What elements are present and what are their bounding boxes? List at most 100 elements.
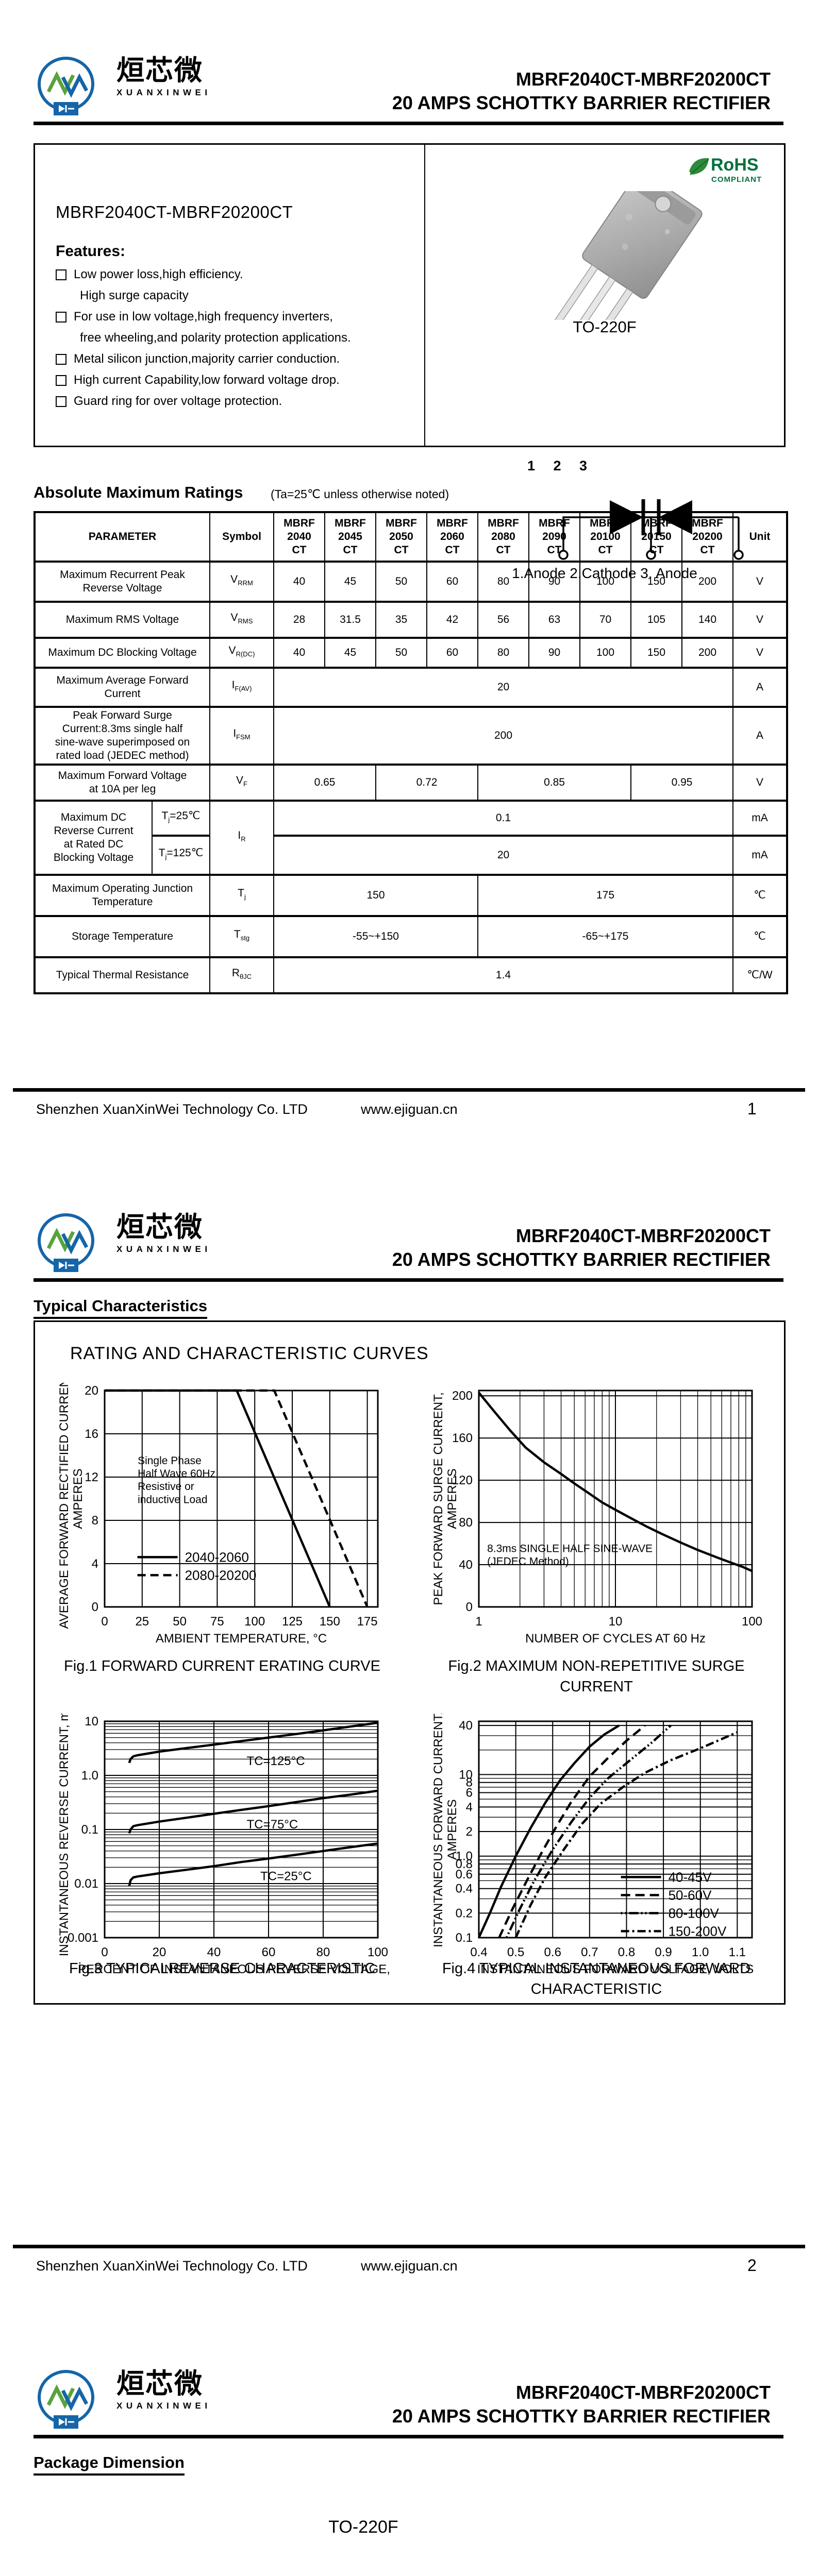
- checkbox-icon: [56, 396, 66, 407]
- feature-item: Guard ring for over voltage protection.: [56, 394, 406, 415]
- svg-text:100: 100: [742, 1615, 762, 1629]
- checkbox-icon: [56, 269, 66, 280]
- svg-text:8: 8: [466, 1776, 473, 1790]
- svg-text:40: 40: [459, 1558, 473, 1572]
- table-cell: MBRF 2090 CT: [528, 511, 580, 563]
- table-cell: Maximum Recurrent Peak Reverse Voltage: [34, 561, 210, 603]
- rohs-compliant-text: COMPLIANT: [711, 175, 762, 184]
- rohs-text: RoHS: [711, 155, 759, 175]
- brand-logo: 烜芯微 XUANXINWEI: [34, 2368, 211, 2432]
- footer-rule: [13, 1088, 805, 1092]
- fig4-caption: Fig.4 TYPICAL INSTANTANEOUS FORWARD CHAR…: [442, 1960, 751, 1997]
- table-cell: VRMS: [209, 601, 274, 639]
- svg-text:0.6: 0.6: [544, 1945, 561, 1959]
- table-cell: V: [732, 764, 788, 802]
- table-cell: 35: [375, 601, 427, 639]
- page-1: 烜芯微 XUANXINWEI MBRF2040CT-MBRF20200CT 20…: [0, 0, 818, 1157]
- table-cell: ℃/W: [732, 956, 788, 994]
- table-cell: 0.65: [273, 764, 376, 802]
- table-cell: Maximum Forward Voltage at 10A per leg: [34, 764, 210, 802]
- header-rule: [34, 1278, 783, 1282]
- table-cell: 105: [630, 601, 682, 639]
- table-cell: 100: [579, 637, 631, 669]
- svg-text:60: 60: [262, 1945, 276, 1959]
- doc-title: MBRF2040CT-MBRF20200CT 20 AMPS SCHOTTKY …: [392, 2381, 771, 2429]
- svg-text:(JEDEC Method): (JEDEC Method): [487, 1556, 569, 1568]
- rohs-logo: RoHS COMPLIANT: [686, 153, 769, 192]
- table-cell: -55~+150: [273, 915, 478, 958]
- table-cell: 1.4: [273, 956, 733, 994]
- table-cell: 90: [528, 637, 580, 669]
- doc-subtitle: 20 AMPS SCHOTTKY BARRIER RECTIFIER: [392, 92, 771, 113]
- table-cell: Tstg: [209, 915, 274, 958]
- svg-text:0: 0: [101, 1945, 108, 1959]
- svg-text:8.3ms SINGLE HALF SINE-WAVE: 8.3ms SINGLE HALF SINE-WAVE: [487, 1543, 653, 1554]
- svg-text:0.01: 0.01: [74, 1877, 98, 1891]
- part-range-title: MBRF2040CT-MBRF20200CT: [515, 2382, 771, 2403]
- curves-box: RATING AND CHARACTERISTIC CURVES 0 25 50 75…: [34, 1320, 786, 2005]
- table-cell: Tj: [209, 874, 274, 917]
- svg-text:75: 75: [210, 1615, 224, 1629]
- table-cell: V: [732, 637, 788, 669]
- table-cell: 150: [630, 561, 682, 603]
- curves-box-title: RATING AND CHARACTERISTIC CURVES: [70, 1344, 429, 1363]
- features-list: Low power loss,high efficiency. High surg…: [56, 267, 406, 415]
- feature-item: Low power loss,high efficiency.: [56, 267, 406, 289]
- table-cell: Symbol: [209, 511, 274, 563]
- box-divider: [424, 145, 425, 446]
- table-cell: VR(DC): [209, 637, 274, 669]
- svg-text:PERCENT OF INSTANTANEOUS REVER: PERCENT OF INSTANTANEOUS REVERSE VOLTAGE…: [78, 1962, 391, 1976]
- table-cell: 70: [579, 601, 631, 639]
- table-cell: Typical Thermal Resistance: [34, 956, 210, 994]
- table-cell: -65~+175: [477, 915, 733, 958]
- brand-logo-icon: [38, 57, 94, 115]
- table-cell: PARAMETER: [34, 511, 210, 563]
- table-cell: 56: [477, 601, 529, 639]
- svg-text:0.8: 0.8: [456, 1857, 473, 1871]
- svg-text:AVERAGE FORWARD RECTIFIED CURR: AVERAGE FORWARD RECTIFIED CURRENT,: [57, 1383, 71, 1629]
- ratings-table: PARAMETER Symbol MBRF 2040 CT MBRF 2045 CT M…: [34, 511, 788, 994]
- brand-name-english: XUANXINWEI: [116, 1244, 211, 1254]
- svg-text:0.1: 0.1: [81, 1823, 98, 1837]
- page-number: 2: [747, 2256, 757, 2275]
- page-number: 1: [747, 1099, 757, 1118]
- table-cell: 60: [426, 637, 478, 669]
- table-cell: 80: [477, 637, 529, 669]
- table-cell: Unit: [732, 511, 788, 563]
- header-rule: [34, 122, 783, 125]
- svg-text:160: 160: [452, 1431, 473, 1445]
- table-cell: 20: [273, 835, 733, 876]
- table-cell: MBRF 20100 CT: [579, 511, 631, 563]
- svg-text:INSTANTANEOUS FORWARD CURRENT,: INSTANTANEOUS FORWARD CURRENT,: [431, 1714, 445, 1947]
- part-range-title: MBRF2040CT-MBRF20200CT: [515, 1225, 771, 1246]
- table-cell: MBRF 20200 CT: [681, 511, 733, 563]
- table-cell: MBRF 2060 CT: [426, 511, 478, 563]
- package-name-label: TO-220F: [573, 318, 637, 336]
- fig4-forward-chart: 0.4 0.5 0.6 0.7 0.8 0.9 1.0 1.10.10.20.40.60.81…: [431, 1714, 754, 1976]
- svg-text:AMBIENT TEMPERATURE, °C: AMBIENT TEMPERATURE, °C: [156, 1632, 327, 1646]
- table-cell: VRRM: [209, 561, 274, 603]
- svg-text:2080-20200: 2080-20200: [185, 1567, 257, 1583]
- pin-numbers-label: 1 2 3: [527, 458, 595, 473]
- svg-text:1.0: 1.0: [81, 1769, 98, 1783]
- page-2: 烜芯微 XUANXINWEI MBRF2040CT-MBRF20200CT 20…: [0, 1157, 818, 2313]
- svg-text:20: 20: [85, 1384, 98, 1398]
- table-cell: 150: [273, 874, 478, 917]
- svg-text:150: 150: [320, 1615, 340, 1629]
- table-cell: 0.1: [273, 800, 733, 837]
- svg-text:1.0: 1.0: [456, 1850, 473, 1863]
- table-cell: Maximum Operating Junction Temperature: [34, 874, 210, 917]
- svg-text:120: 120: [452, 1473, 473, 1487]
- svg-text:125: 125: [282, 1615, 303, 1629]
- features-heading: Features:: [56, 243, 126, 260]
- svg-text:NUMBER OF CYCLES AT 60 Hz: NUMBER OF CYCLES AT 60 Hz: [525, 1632, 706, 1646]
- svg-text:0.5: 0.5: [507, 1945, 524, 1959]
- fig3-reverse-chart: 0 20 40 60 80 100 0.001 0.01 0.1 1.0 10 PERCENT OF …: [57, 1714, 391, 1976]
- fig3-caption: Fig.3 TYPICALREVERSE CHARACTERISTIC: [69, 1960, 376, 1977]
- table-cell: 0.72: [375, 764, 478, 802]
- brand-name-chinese: 烜芯微: [116, 2368, 203, 2399]
- svg-text:AMPERES: AMPERES: [445, 1468, 459, 1529]
- table-cell: IR: [209, 800, 274, 876]
- feature-item: High current Capability,low forward volt…: [56, 373, 406, 394]
- svg-text:50: 50: [173, 1615, 187, 1629]
